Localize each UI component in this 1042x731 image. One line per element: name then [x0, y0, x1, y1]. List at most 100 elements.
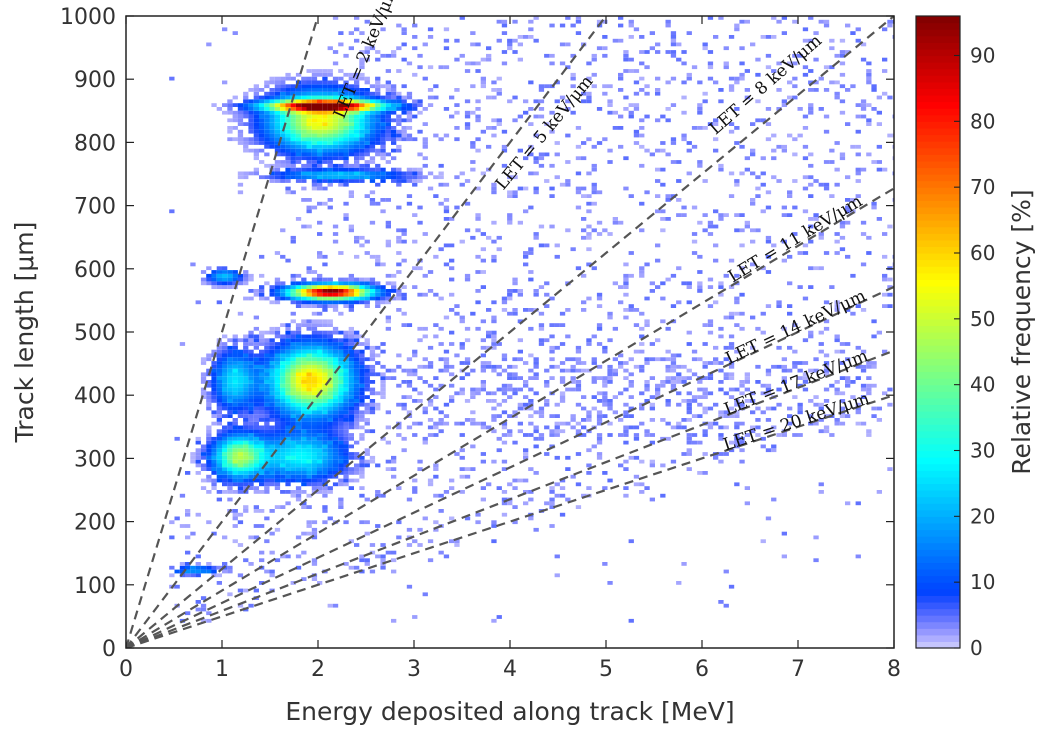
heatmap-cell [274, 296, 281, 301]
heatmap-cell [327, 95, 333, 100]
heatmap-cell [449, 95, 455, 100]
heatmap-cell [554, 425, 560, 430]
heatmap-cell [887, 23, 893, 28]
heatmap-cell [787, 254, 793, 259]
heatmap-cell [348, 364, 354, 369]
heatmap-cell [253, 361, 259, 365]
heatmap-cell [591, 84, 597, 89]
heatmap-cell [354, 281, 360, 286]
heatmap-cell [538, 156, 545, 161]
heatmap-cell [876, 110, 882, 115]
heatmap-cell [486, 330, 492, 335]
heatmap-cell [285, 152, 291, 157]
heatmap-cell [301, 99, 307, 104]
heatmap-cell [332, 406, 339, 411]
heatmap-cell [639, 201, 645, 206]
heatmap-cell [765, 304, 772, 308]
heatmap-cell [639, 364, 645, 369]
heatmap-cell [311, 129, 318, 134]
heatmap-cell [707, 319, 714, 324]
heatmap-cell [253, 107, 259, 111]
heatmap-cell [501, 308, 508, 312]
heatmap-cell [211, 103, 217, 107]
heatmap-cell [533, 429, 539, 434]
heatmap-cell [269, 144, 275, 149]
heatmap-cell [322, 186, 328, 191]
heatmap-cell [369, 141, 376, 145]
heatmap-cell [359, 144, 365, 149]
heatmap-cell [670, 50, 677, 54]
heatmap-cell [243, 296, 249, 301]
heatmap-cell [618, 364, 624, 369]
colorbar-step [916, 457, 960, 465]
heatmap-cell [443, 421, 450, 426]
heatmap-cell [338, 349, 344, 354]
heatmap-cell [285, 118, 291, 123]
heatmap-cell [237, 190, 244, 195]
heatmap-cell [222, 406, 228, 411]
heatmap-cell [364, 421, 370, 426]
heatmap-cell [422, 42, 428, 47]
heatmap-cell [232, 342, 238, 346]
heatmap-cell [306, 80, 312, 85]
heatmap-cell [222, 474, 228, 479]
heatmap-cell [354, 440, 360, 445]
heatmap-cell [707, 50, 714, 54]
heatmap-cell [295, 342, 302, 346]
heatmap-cell [823, 319, 830, 324]
heatmap-cell [391, 103, 397, 107]
heatmap-cell [765, 387, 772, 392]
heatmap-cell [222, 368, 228, 373]
heatmap-cell [306, 141, 312, 145]
heatmap-cell [676, 353, 682, 358]
heatmap-cell [264, 144, 270, 149]
heatmap-cell [427, 186, 434, 191]
heatmap-cell [813, 368, 819, 373]
heatmap-cell [422, 516, 428, 521]
heatmap-cell [707, 232, 714, 236]
heatmap-cell [401, 42, 407, 47]
heatmap-cell [301, 463, 307, 468]
heatmap-cell [301, 304, 307, 308]
heatmap-cell [369, 289, 376, 293]
heatmap-cell [253, 133, 259, 138]
heatmap-cell [269, 95, 275, 100]
heatmap-cell [559, 486, 566, 490]
heatmap-cell [549, 505, 555, 509]
heatmap-cell [322, 452, 328, 456]
heatmap-cell [412, 387, 418, 392]
heatmap-cell [639, 406, 645, 411]
heatmap-cell [311, 372, 318, 377]
heatmap-cell [222, 361, 228, 365]
heatmap-cell [433, 520, 439, 525]
heatmap-cell [882, 167, 888, 172]
heatmap-cell [396, 99, 402, 104]
heatmap-cell [306, 414, 312, 418]
heatmap-cell [443, 361, 450, 365]
heatmap-cell [443, 198, 450, 202]
heatmap-cell [317, 129, 323, 134]
heatmap-cell [781, 31, 787, 35]
heatmap-cell [322, 418, 328, 422]
heatmap-cell [850, 380, 856, 384]
heatmap-cell [359, 558, 365, 563]
heatmap-cell [211, 463, 217, 468]
heatmap-cell [559, 493, 566, 498]
heatmap-cell [375, 402, 381, 407]
heatmap-cell [633, 308, 640, 312]
heatmap-cell [427, 402, 434, 407]
heatmap-cell [559, 478, 566, 483]
heatmap-cell [681, 425, 687, 430]
heatmap-cell [348, 148, 354, 153]
heatmap-cell [422, 436, 428, 441]
heatmap-cell [628, 406, 634, 411]
heatmap-cell [332, 84, 339, 89]
heatmap-cell [327, 410, 333, 415]
heatmap-cell [507, 364, 513, 369]
heatmap-cell [274, 410, 281, 415]
heatmap-cell [433, 254, 439, 259]
heatmap-cell [237, 372, 244, 377]
heatmap-cell [295, 467, 302, 471]
heatmap-cell [375, 50, 381, 54]
